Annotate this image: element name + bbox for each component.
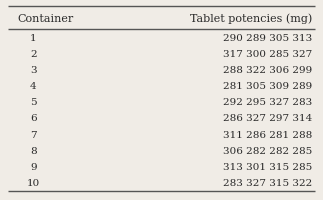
Text: 286 327 297 314: 286 327 297 314 (223, 114, 312, 123)
Text: 281 305 309 289: 281 305 309 289 (223, 82, 312, 91)
Text: 3: 3 (30, 66, 37, 75)
Text: 2: 2 (30, 50, 37, 59)
Text: 311 286 281 288: 311 286 281 288 (223, 130, 312, 139)
Text: Container: Container (17, 14, 74, 24)
Text: 290 289 305 313: 290 289 305 313 (223, 34, 312, 42)
Text: 8: 8 (30, 146, 37, 155)
Text: Tablet potencies (mg): Tablet potencies (mg) (190, 13, 312, 24)
Text: 317 300 285 327: 317 300 285 327 (223, 50, 312, 59)
Text: 288 322 306 299: 288 322 306 299 (223, 66, 312, 75)
Text: 306 282 282 285: 306 282 282 285 (223, 146, 312, 155)
Text: 5: 5 (30, 98, 37, 107)
Text: 313 301 315 285: 313 301 315 285 (223, 162, 312, 171)
Text: 6: 6 (30, 114, 37, 123)
Text: 9: 9 (30, 162, 37, 171)
Text: 283 327 315 322: 283 327 315 322 (223, 178, 312, 187)
Text: 7: 7 (30, 130, 37, 139)
Text: 1: 1 (30, 34, 37, 42)
Text: 10: 10 (27, 178, 40, 187)
Text: 292 295 327 283: 292 295 327 283 (223, 98, 312, 107)
Text: 4: 4 (30, 82, 37, 91)
